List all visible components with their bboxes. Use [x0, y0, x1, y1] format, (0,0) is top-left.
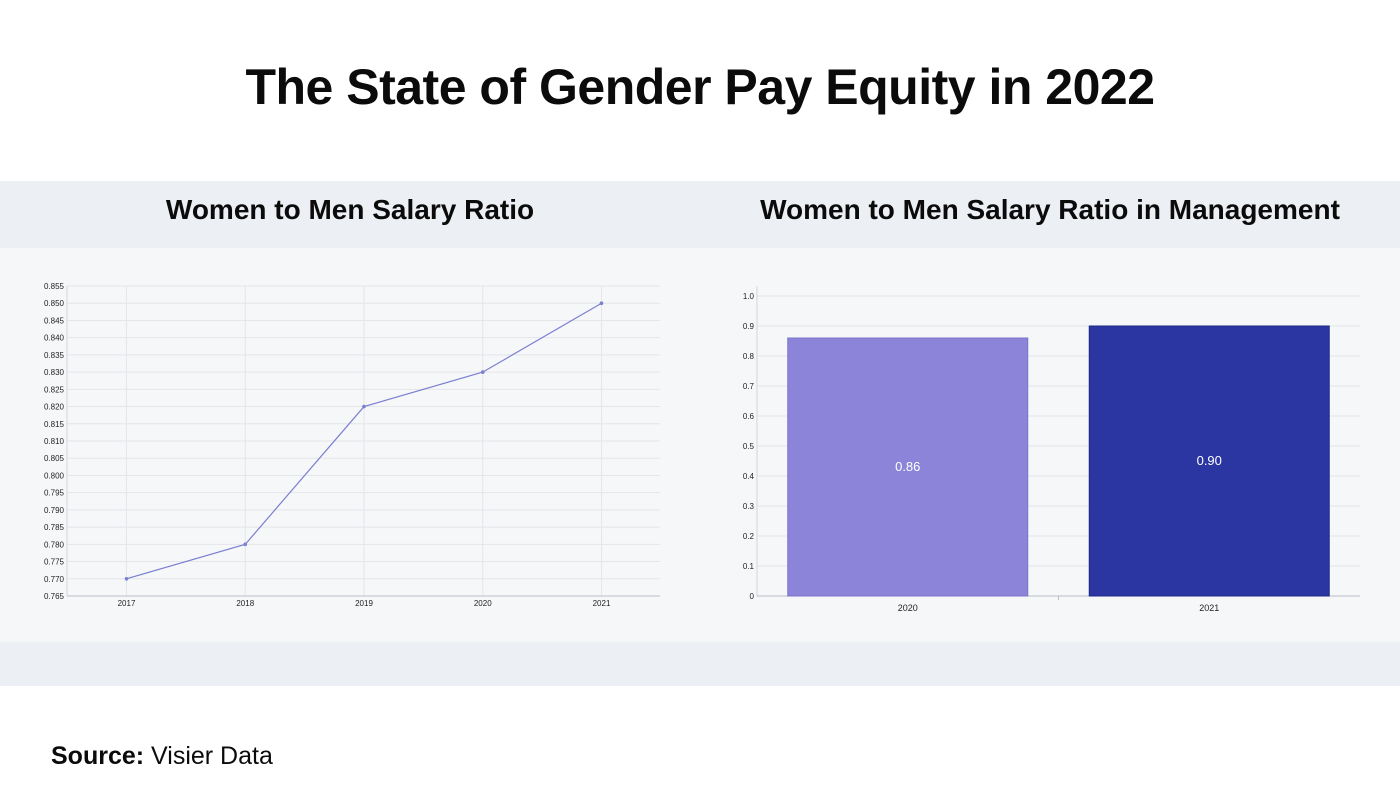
data-point: [362, 404, 366, 409]
y-tick-label: 0.855: [44, 282, 65, 291]
y-tick-label: 0.785: [44, 523, 65, 532]
x-tick-label: 2021: [593, 599, 611, 608]
y-tick-label: 0.8: [743, 352, 755, 361]
y-tick-label: 0.5: [743, 442, 755, 451]
y-tick-label: 0.815: [44, 420, 65, 429]
y-tick-label: 0.790: [44, 506, 65, 515]
x-tick-label: 2017: [118, 599, 136, 608]
y-tick-label: 0.850: [44, 299, 65, 308]
y-tick-label: 0.7: [743, 382, 755, 391]
y-tick-label: 0.845: [44, 316, 65, 325]
data-point: [599, 301, 604, 306]
bar-value-label: 0.86: [895, 459, 920, 474]
y-tick-label: 0.795: [44, 489, 65, 498]
page-title: The State of Gender Pay Equity in 2022: [245, 59, 1155, 115]
bar-chart-title: Women to Men Salary Ratio in Management: [760, 194, 1340, 225]
bar-value-label: 0.90: [1197, 453, 1222, 468]
y-tick-label: 0.3: [743, 502, 755, 511]
y-tick-label: 0.810: [44, 437, 65, 446]
x-tick-label: 2020: [898, 603, 918, 613]
y-tick-label: 0.765: [44, 592, 65, 601]
y-tick-label: 0.835: [44, 351, 65, 360]
bar-2021: [1088, 325, 1330, 597]
y-tick-label: 0.4: [743, 472, 755, 481]
y-tick-label: 0.780: [44, 540, 65, 549]
chart-titles-band: [0, 181, 1400, 248]
y-tick-label: 0.830: [44, 368, 65, 377]
footer-band: [0, 642, 1400, 686]
y-tick-label: 0.1: [743, 562, 755, 571]
y-tick-label: 0.805: [44, 454, 65, 463]
y-tick-label: 1.0: [743, 292, 755, 301]
y-tick-label: 0.825: [44, 385, 65, 394]
y-tick-label: 0.775: [44, 558, 65, 567]
y-tick-label: 0.820: [44, 403, 65, 412]
data-point: [243, 542, 248, 547]
x-tick-label: 2020: [474, 599, 492, 608]
x-tick-label: 2018: [236, 599, 254, 608]
source-note: Source: Visier Data: [51, 742, 273, 771]
y-tick-label: 0.770: [44, 575, 65, 584]
bar-chart: 0 0.1 0.2 0.3 0.4 0.5 0.6 0.7 0.8 0.9 1.0 0.86 2020 0…: [743, 286, 1360, 613]
y-tick-label: 0.840: [44, 334, 65, 343]
y-tick-label: 0.6: [743, 412, 755, 421]
line-chart: 0.765 0.770 0.775 0.780 0.785 0.790 0.795 0.800…: [44, 282, 660, 608]
x-tick-label: 2021: [1199, 603, 1219, 613]
y-tick-label: 0.2: [743, 532, 755, 541]
y-tick-label: 0: [750, 592, 755, 601]
data-point: [480, 370, 485, 374]
source-label: Source:: [51, 742, 145, 770]
source-value: Visier Data: [151, 742, 273, 770]
y-tick-label: 0.9: [743, 322, 755, 331]
data-point: [124, 576, 129, 581]
bar-2020: [787, 337, 1029, 597]
y-tick-label: 0.800: [44, 471, 65, 480]
line-chart-title: Women to Men Salary Ratio: [165, 194, 535, 225]
x-tick-label: 2019: [355, 599, 373, 608]
